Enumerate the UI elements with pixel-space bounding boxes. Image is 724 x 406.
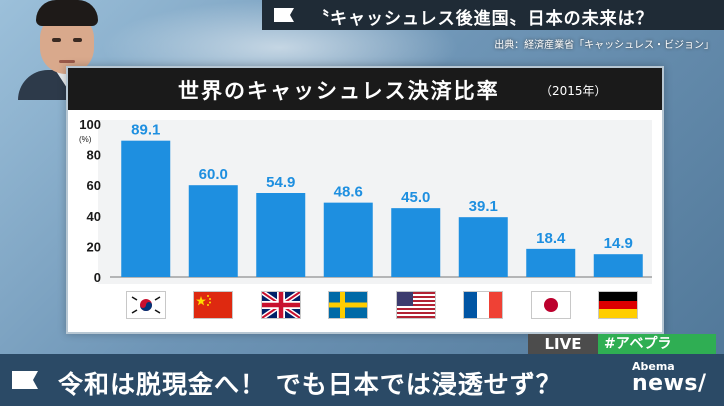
logo-big-text: news/ [632,371,707,396]
y-tick-label: 40 [87,209,101,224]
chart-card: 世界のキャッシュレス決済比率 （2015年） 0 20 40 60 80 100 (%) 89… [66,66,664,334]
bar [121,140,171,277]
china-flag-icon [193,291,234,319]
headline-strip: 〝キャッシュレス後進国〟日本の未来は？ [262,0,724,30]
presenter-eye [52,38,61,42]
chart-title: 世界のキャッシュレス決済比率 [178,79,500,103]
abema-news-logo: Abema news/ [632,358,718,404]
caption-text: 令和は脱現金へ！ でも日本では浸透せず？ [58,370,562,399]
bar-value-label: 48.6 [334,184,363,201]
bar [526,248,576,277]
germany-flag-icon [598,291,639,319]
bar-value-label: 18.4 [536,230,566,247]
caption-bar: 令和は脱現金へ！ でも日本では浸透せず？ [0,354,724,406]
presenter-eye [73,38,82,42]
bar [391,208,441,277]
bar [256,193,306,277]
chart-subtitle: （2015年） [540,84,607,98]
y-axis-unit-label: (%) [79,135,92,144]
uk-flag-icon [260,291,301,319]
source-credit: 出典：経済産業省「キャッシュレス・ビジョン」 [494,40,714,51]
bar [593,254,643,277]
y-tick-label: 80 [87,148,101,163]
logo-small-text: Abema [632,360,675,373]
bar-value-label: 39.1 [469,198,498,215]
bar-value-label: 60.0 [199,166,228,183]
bar [323,202,373,277]
presenter-video [12,0,122,100]
japan-flag-icon [530,291,571,319]
bar-value-label: 89.1 [131,122,160,139]
y-tick-label: 100 [79,117,101,132]
chart-header: 世界のキャッシュレス決済比率 （2015年） [68,68,662,110]
live-badge: LIVE [528,334,598,354]
headline-text: 〝キャッシュレス後進国〟日本の未来は？ [312,9,654,29]
usa-flag-icon [395,291,436,319]
presenter-hair [36,0,98,26]
bar-value-label: 45.0 [401,189,430,206]
bar [458,217,508,277]
abema-flag-icon [274,8,294,22]
bar-value-label: 14.9 [604,235,633,252]
y-tick-label: 0 [94,270,101,285]
bar-value-label: 54.9 [266,174,295,191]
abema-flag-icon [12,371,38,389]
korea-flag-icon [125,291,166,319]
y-tick-label: 20 [87,239,101,254]
presenter-mouth [59,60,75,63]
y-tick-label: 60 [87,178,101,193]
bar-chart: 0 20 40 60 80 100 (%) 89.1 60.0 54.9 48.6 45.0 39.1 1… [79,117,652,285]
hashtag-badge: #アベプラ [598,334,716,354]
sweden-flag-icon [328,291,369,319]
bar [188,185,238,277]
france-flag-icon [463,291,504,319]
